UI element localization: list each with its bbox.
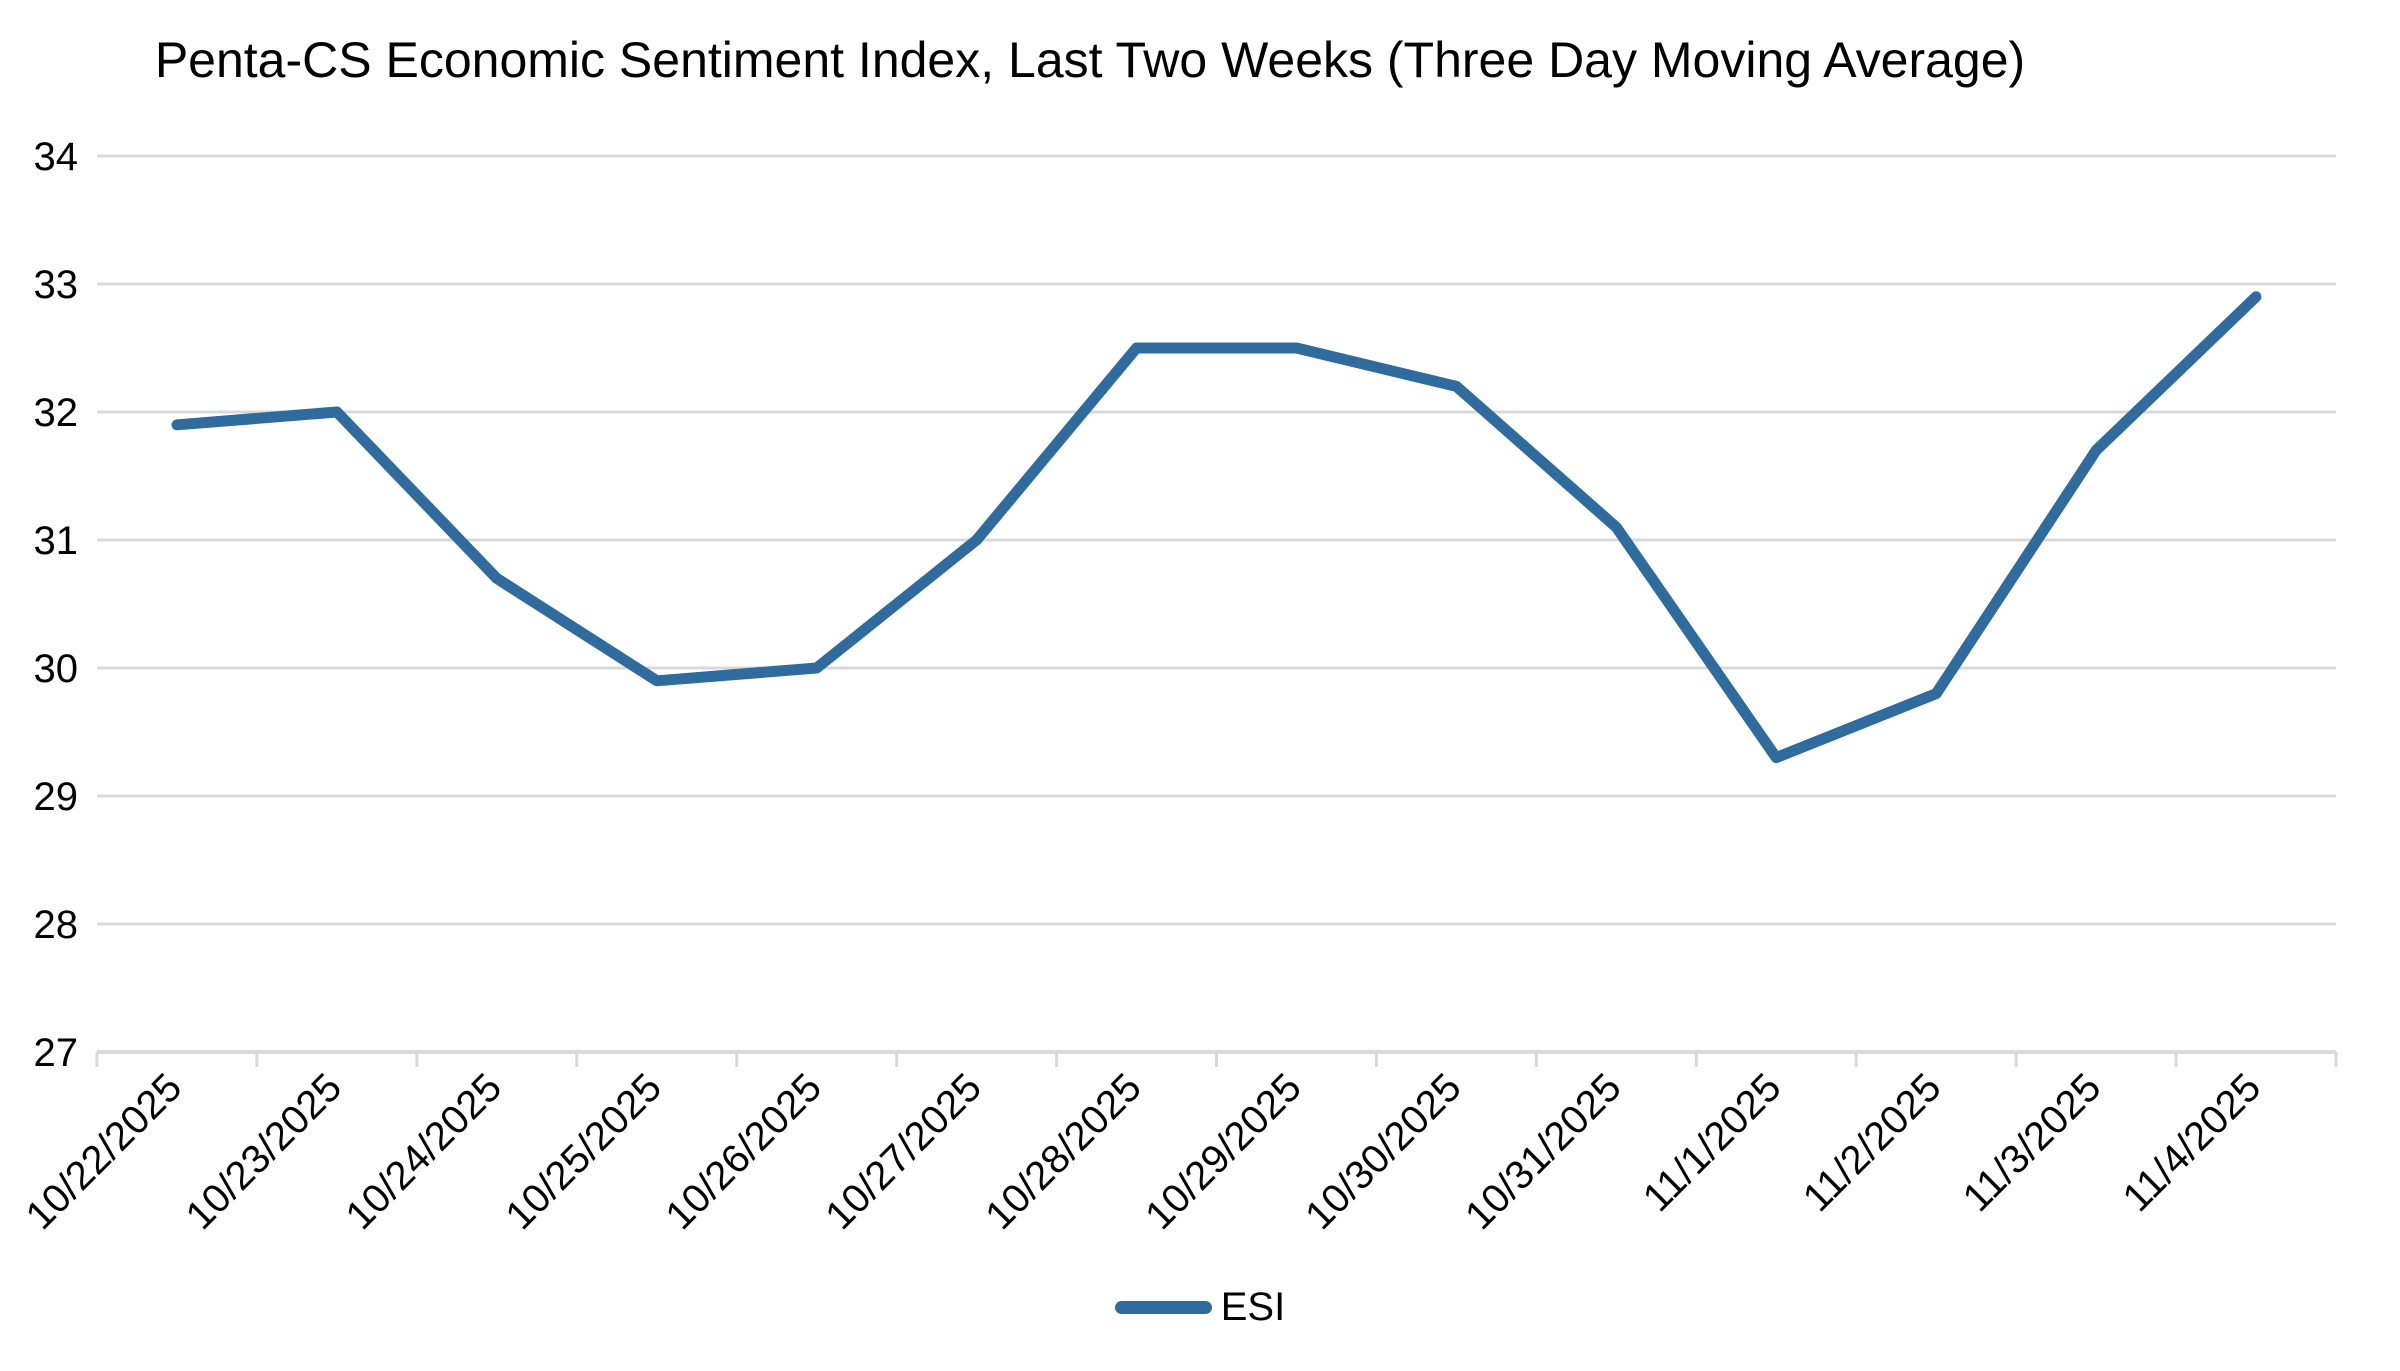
x-axis-label: 11/3/2025 [1955, 1065, 2110, 1220]
x-axis-label: 11/1/2025 [1635, 1065, 1790, 1220]
x-axis-label: 10/23/2025 [178, 1065, 351, 1238]
y-axis-label: 31 [34, 519, 79, 563]
y-axis-label: 34 [34, 135, 79, 179]
series-line-esi [171, 291, 2262, 764]
chart-legend: ESI [0, 1282, 2400, 1332]
y-axis-label: 32 [34, 391, 79, 435]
x-axis-label: 10/27/2025 [817, 1065, 990, 1238]
x-axis-label: 10/28/2025 [977, 1065, 1150, 1238]
x-axis-label: 10/31/2025 [1457, 1065, 1630, 1238]
x-axis-label: 10/25/2025 [497, 1065, 670, 1238]
x-axis-label: 11/2/2025 [1795, 1065, 1950, 1220]
legend-line-swatch-esi [1114, 1300, 1212, 1314]
x-axis-label: 10/26/2025 [657, 1065, 830, 1238]
y-axis-label: 30 [34, 647, 79, 691]
y-axis-label: 29 [34, 775, 79, 819]
y-axis-label: 33 [34, 263, 79, 307]
x-axis-label: 10/22/2025 [18, 1065, 191, 1238]
x-axis-label: 10/30/2025 [1297, 1065, 1470, 1238]
x-axis-label: 10/29/2025 [1137, 1065, 1310, 1238]
x-axis-label: 10/24/2025 [338, 1065, 511, 1238]
legend-label-esi: ESI [1220, 1285, 1286, 1329]
chart-title: Penta-CS Economic Sentiment Index, Last … [154, 32, 2026, 88]
y-axis-label: 28 [34, 903, 79, 947]
y-axis-label: 27 [34, 1031, 79, 1075]
x-axis-label: 11/4/2025 [2115, 1065, 2270, 1220]
